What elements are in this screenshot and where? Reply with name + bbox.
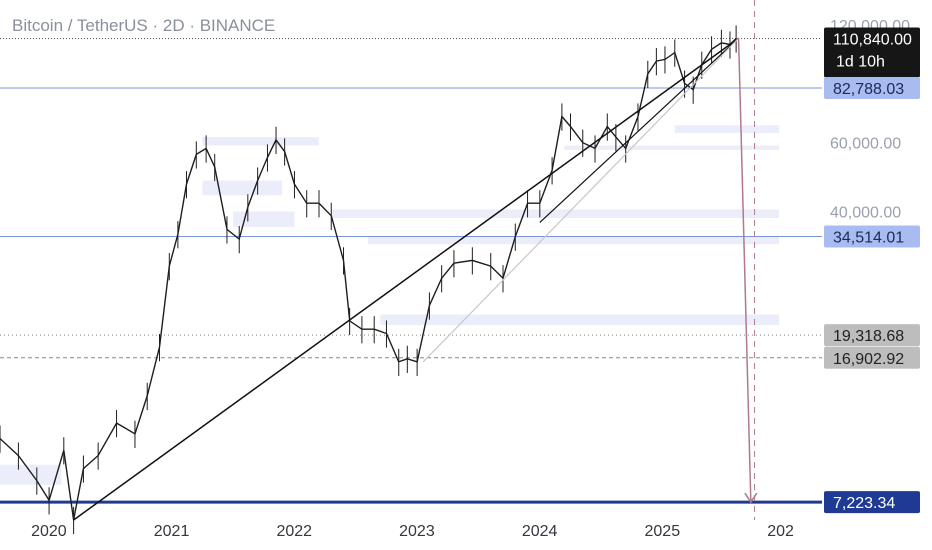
price-label-box <box>824 27 920 78</box>
price-label: 19,318.68 <box>833 328 904 345</box>
zone-box <box>202 180 283 196</box>
zone-box <box>202 137 319 146</box>
zone-box <box>564 145 780 150</box>
price-label-box <box>824 324 920 347</box>
price-line <box>0 38 737 521</box>
price-label: 34,514.01 <box>833 230 904 247</box>
x-tick-label: 2025 <box>645 523 681 540</box>
arrow-head <box>744 492 758 504</box>
price-label-box <box>824 77 920 100</box>
trendline <box>73 37 740 521</box>
price-label-box <box>824 491 920 514</box>
price-label: 7,223.34 <box>833 495 895 512</box>
price-label-box <box>824 346 920 369</box>
chart-title: Bitcoin / TetherUS · 2D · BINANCE <box>12 16 276 35</box>
x-tick-label: 2024 <box>522 523 558 540</box>
price-label: 82,788.03 <box>833 81 904 98</box>
price-label: 16,902.92 <box>833 351 904 368</box>
trendline <box>539 37 739 223</box>
x-tick-label: 2022 <box>276 523 312 540</box>
price-label: 110,840.00 <box>833 31 912 48</box>
zone-box <box>331 209 780 218</box>
x-tick-label: 202 <box>767 523 794 540</box>
zone-box <box>368 236 780 245</box>
x-tick-label: 2021 <box>154 523 190 540</box>
x-tick-label: 2020 <box>31 523 67 540</box>
y-tick-label: 60,000.00 <box>830 136 901 153</box>
x-tick-label: 2023 <box>399 523 435 540</box>
y-tick-label: 40,000.00 <box>830 205 901 222</box>
projection-line <box>737 38 752 503</box>
zone-box <box>380 314 780 325</box>
countdown-label: 1d 10h <box>836 53 885 70</box>
trendline <box>422 37 740 363</box>
zone-box <box>0 464 62 485</box>
zone-box <box>233 211 295 228</box>
zone-box <box>674 125 780 134</box>
price-label-box <box>824 225 920 248</box>
